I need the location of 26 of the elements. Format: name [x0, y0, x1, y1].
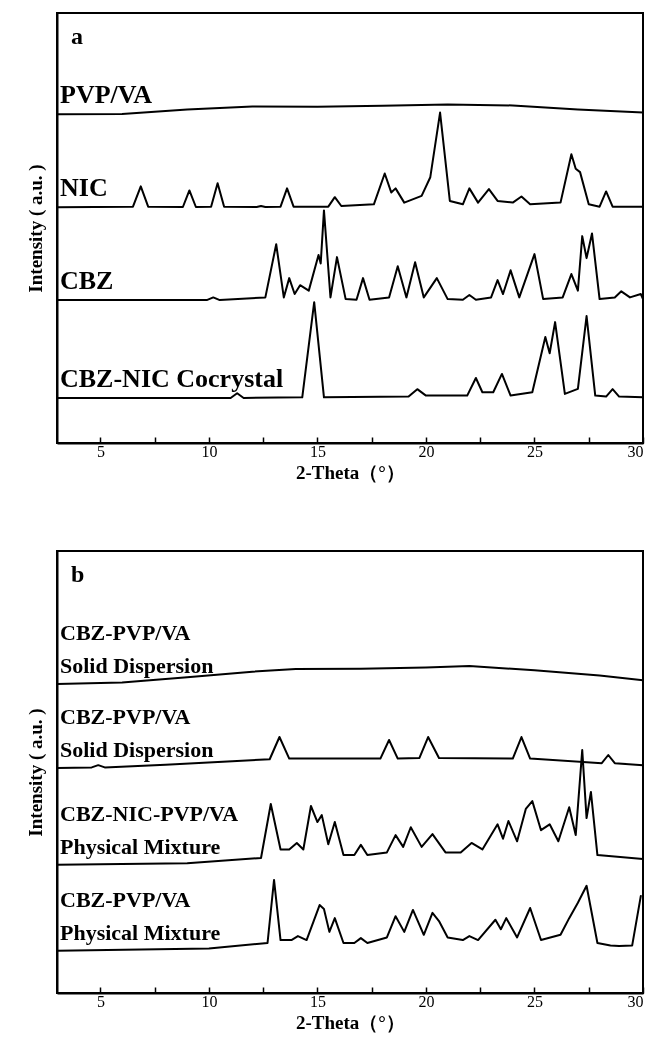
x-tick-label: 20: [418, 442, 435, 460]
chart-title: b: [71, 561, 85, 587]
x-tick-label: 30: [627, 992, 644, 1010]
series-label: PVP/VA: [60, 80, 153, 110]
x-axis-title: 2-Theta（°）: [296, 461, 405, 483]
x-tick-label: 10: [201, 992, 218, 1010]
text: CBZ-PVP/VA Solid Dispersion: [60, 704, 214, 763]
x-tick-label: 25: [526, 992, 543, 1010]
x-tick-label: 10: [201, 442, 218, 460]
text: CBZ-NIC-PVP/VA Physical Mixture: [60, 800, 239, 859]
x-tick-label: 25: [526, 442, 543, 460]
x-tick-label: 20: [418, 992, 435, 1010]
text: CBZ-PVP/VA Physical Mixture: [60, 886, 221, 945]
y-axis-title: Intensity ( a.u. ): [24, 164, 47, 293]
x-axis-title: 2-Theta（°）: [296, 1011, 405, 1033]
series-label: CBZ-NIC Cocrystal: [60, 363, 284, 393]
x-tick-label: 15: [309, 442, 326, 460]
x-tick-label: 5: [96, 442, 105, 460]
text: CBZ-PVP/VA Solid Dispersion: [60, 620, 214, 679]
series-label: CBZ: [60, 266, 114, 296]
y-axis-title: Intensity ( a.u. ): [24, 708, 47, 837]
series-label: NIC: [60, 173, 108, 203]
chart-title: a: [71, 23, 83, 49]
x-tick-label: 5: [96, 992, 105, 1010]
x-tick-label: 30: [627, 442, 644, 460]
x-tick-label: 15: [309, 992, 326, 1010]
